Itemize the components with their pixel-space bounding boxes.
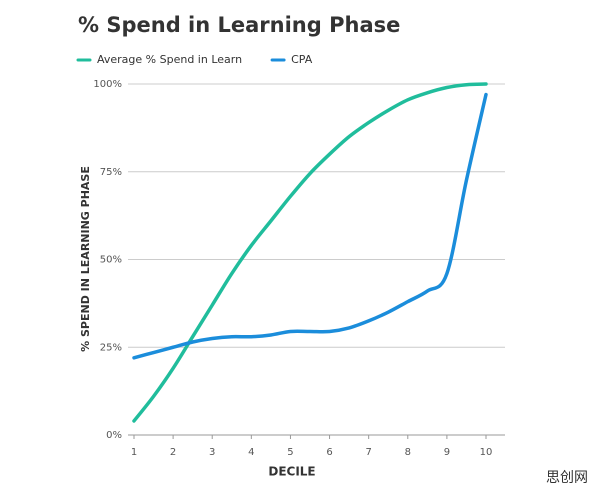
- x-tick-label: 1: [131, 447, 137, 458]
- y-tick-label: 100%: [93, 79, 122, 90]
- chart-title: % Spend in Learning Phase: [78, 13, 400, 37]
- y-tick-label: 25%: [100, 342, 122, 353]
- y-axis-label: % SPEND IN LEARNING PHASE: [79, 166, 92, 352]
- x-tick-label: 9: [444, 447, 450, 458]
- x-tick-label: 6: [326, 447, 332, 458]
- series-line: [132, 82, 488, 423]
- x-axis-label: DECILE: [268, 465, 315, 479]
- y-tick-label: 75%: [100, 167, 122, 178]
- y-tick-label: 50%: [100, 255, 122, 266]
- y-tick-label: 0%: [106, 430, 122, 441]
- x-tick-label: 8: [405, 447, 411, 458]
- x-tick-label: 4: [248, 447, 254, 458]
- series-line: [132, 92, 488, 360]
- x-tick-label: 5: [287, 447, 293, 458]
- x-tick-label: 2: [170, 447, 176, 458]
- legend-label: Average % Spend in Learn: [97, 53, 242, 66]
- x-tick-label: 3: [209, 447, 215, 458]
- x-tick-label: 10: [480, 447, 493, 458]
- legend-label: CPA: [291, 53, 313, 66]
- watermark: 思创网: [546, 470, 588, 486]
- x-tick-label: 7: [365, 447, 371, 458]
